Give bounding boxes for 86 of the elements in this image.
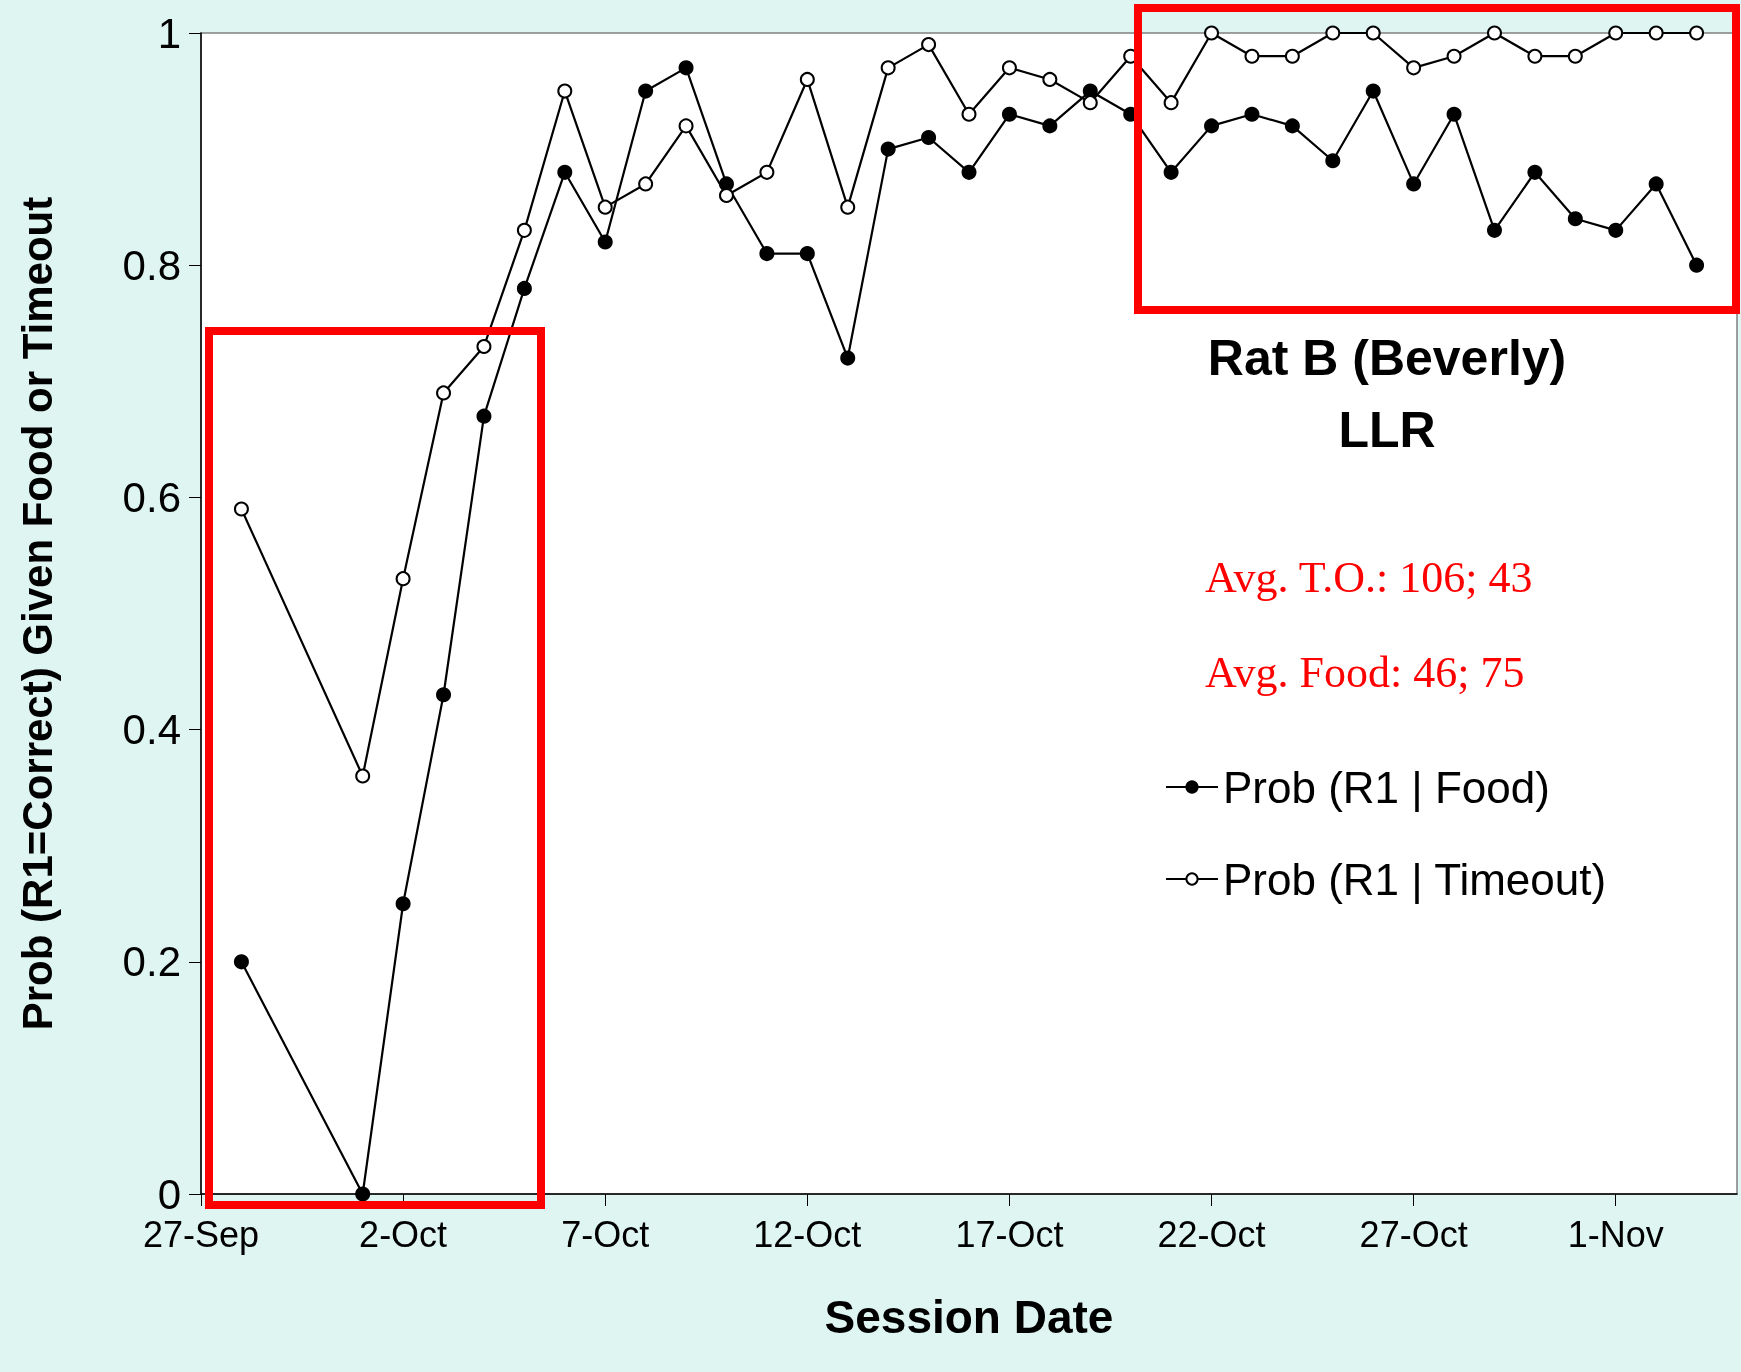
x-tick-label: 22-Oct <box>1157 1213 1266 1255</box>
point <box>1567 48 1583 64</box>
point <box>557 83 573 99</box>
point <box>557 164 573 180</box>
point <box>476 338 492 354</box>
x-tick-label: 27-Oct <box>1359 1213 1468 1255</box>
point <box>678 60 694 76</box>
point <box>1406 60 1422 76</box>
point <box>597 199 613 215</box>
point <box>840 199 856 215</box>
point <box>718 188 734 204</box>
point <box>759 164 775 180</box>
point <box>799 246 815 262</box>
point <box>436 385 452 401</box>
point <box>678 118 694 134</box>
x-tick-label: 7-Oct <box>561 1213 650 1255</box>
x-tick-label: 12-Oct <box>753 1213 862 1255</box>
y-tick-label: 0.8 <box>122 241 181 289</box>
point <box>1082 95 1098 111</box>
point <box>233 954 249 970</box>
point <box>1042 71 1058 87</box>
y-tick-label: 1 <box>157 9 181 57</box>
point <box>840 350 856 366</box>
point <box>597 234 613 250</box>
legend-label: Prob (R1 | Timeout) <box>1223 854 1607 904</box>
point <box>1365 83 1381 99</box>
point <box>1486 222 1502 238</box>
point <box>638 176 654 192</box>
annotation: Avg. T.O.: 106; 43 <box>1205 552 1533 602</box>
point <box>759 246 775 262</box>
point <box>1244 106 1260 122</box>
point <box>1204 118 1220 134</box>
point <box>1163 164 1179 180</box>
point <box>1325 153 1341 169</box>
point <box>1163 95 1179 111</box>
point <box>1042 118 1058 134</box>
point <box>1406 176 1422 192</box>
y-tick-label: 0.2 <box>122 938 181 986</box>
text: LLR <box>1338 402 1436 458</box>
point <box>1284 48 1300 64</box>
x-tick-label: 2-Oct <box>359 1213 448 1255</box>
point <box>1608 25 1624 41</box>
point <box>1001 60 1017 76</box>
text: Rat B (Beverly) <box>1207 330 1567 386</box>
point <box>880 60 896 76</box>
point <box>395 896 411 912</box>
point <box>880 141 896 157</box>
point <box>1527 164 1543 180</box>
y-tick-label: 0.4 <box>122 706 181 754</box>
point <box>961 164 977 180</box>
point <box>961 106 977 122</box>
point <box>1446 106 1462 122</box>
point <box>355 1186 371 1202</box>
point <box>516 280 532 296</box>
legend-label: Prob (R1 | Food) <box>1223 762 1550 812</box>
point <box>921 37 937 53</box>
point <box>638 83 654 99</box>
point <box>1608 222 1624 238</box>
point <box>1689 25 1705 41</box>
point <box>1446 48 1462 64</box>
point <box>1244 48 1260 64</box>
point <box>1527 48 1543 64</box>
point <box>1486 25 1502 41</box>
point <box>476 408 492 424</box>
point <box>1689 257 1705 273</box>
point <box>436 687 452 703</box>
point <box>355 768 371 784</box>
point <box>1284 118 1300 134</box>
point <box>395 571 411 587</box>
point <box>1325 25 1341 41</box>
point <box>1365 25 1381 41</box>
point <box>1648 25 1664 41</box>
point <box>1567 211 1583 227</box>
x-axis-title: Session Date <box>824 1291 1114 1343</box>
x-tick-label: 17-Oct <box>955 1213 1064 1255</box>
point <box>921 129 937 145</box>
point <box>1648 176 1664 192</box>
point <box>1204 25 1220 41</box>
x-tick-label: 1-Nov <box>1567 1213 1664 1255</box>
point <box>799 71 815 87</box>
y-axis-title: Prob (R1=Correct) Given Food or Timeout <box>13 196 61 1031</box>
annotation: Avg. Food: 46; 75 <box>1205 647 1525 697</box>
point <box>516 222 532 238</box>
y-tick-label: 0.6 <box>122 473 181 521</box>
point <box>1001 106 1017 122</box>
point <box>233 501 249 517</box>
